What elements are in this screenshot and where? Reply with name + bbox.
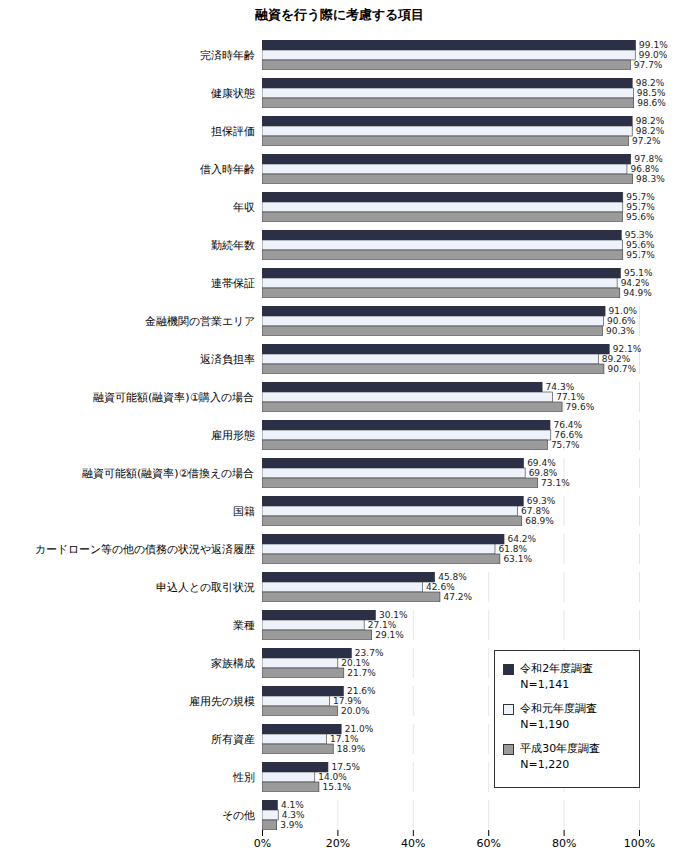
svg-text:95.6%: 95.6% xyxy=(626,212,655,222)
svg-text:4.3%: 4.3% xyxy=(282,810,305,820)
svg-text:73.1%: 73.1% xyxy=(541,478,570,488)
svg-text:20.1%: 20.1% xyxy=(341,658,370,668)
svg-text:91.0%: 91.0% xyxy=(609,306,638,316)
svg-text:申込人との取引状況: 申込人との取引状況 xyxy=(156,581,255,594)
svg-text:20.0%: 20.0% xyxy=(341,706,370,716)
svg-text:23.7%: 23.7% xyxy=(355,648,384,658)
svg-text:68.9%: 68.9% xyxy=(525,516,554,526)
svg-text:92.1%: 92.1% xyxy=(613,344,642,354)
svg-text:98.2%: 98.2% xyxy=(636,126,665,136)
svg-text:100%: 100% xyxy=(624,837,655,850)
svg-text:17.5%: 17.5% xyxy=(331,762,360,772)
svg-text:95.6%: 95.6% xyxy=(626,240,655,250)
svg-text:79.6%: 79.6% xyxy=(566,402,595,412)
svg-text:67.8%: 67.8% xyxy=(521,506,550,516)
svg-text:業種: 業種 xyxy=(233,619,255,632)
svg-text:17.1%: 17.1% xyxy=(330,734,359,744)
svg-text:カードローン等の他の債務の状況や返済履歴: カードローン等の他の債務の状況や返済履歴 xyxy=(35,543,255,556)
svg-text:47.2%: 47.2% xyxy=(443,592,472,602)
svg-text:0%: 0% xyxy=(254,837,271,850)
svg-text:連帯保証: 連帯保証 xyxy=(211,277,255,290)
svg-text:95.7%: 95.7% xyxy=(626,192,655,202)
svg-text:性別: 性別 xyxy=(232,771,255,784)
svg-text:98.3%: 98.3% xyxy=(636,174,665,184)
svg-text:99.1%: 99.1% xyxy=(639,40,668,50)
svg-text:76.6%: 76.6% xyxy=(554,430,583,440)
svg-text:21.7%: 21.7% xyxy=(347,668,376,678)
svg-text:95.7%: 95.7% xyxy=(626,250,655,260)
svg-text:95.3%: 95.3% xyxy=(625,230,654,240)
svg-text:97.2%: 97.2% xyxy=(632,136,661,146)
svg-text:90.7%: 90.7% xyxy=(607,364,636,374)
svg-text:99.0%: 99.0% xyxy=(639,50,668,60)
svg-text:年収: 年収 xyxy=(233,201,255,214)
svg-text:97.7%: 97.7% xyxy=(634,60,663,70)
svg-text:健康状態: 健康状態 xyxy=(211,87,255,100)
svg-text:14.0%: 14.0% xyxy=(318,772,347,782)
svg-text:95.1%: 95.1% xyxy=(624,268,653,278)
svg-text:融資可能額(融資率)②借換えの場合: 融資可能額(融資率)②借換えの場合 xyxy=(82,467,254,480)
svg-text:その他: その他 xyxy=(222,809,255,822)
svg-text:借入時年齢: 借入時年齢 xyxy=(200,163,255,176)
svg-text:98.2%: 98.2% xyxy=(636,78,665,88)
svg-text:77.1%: 77.1% xyxy=(556,392,585,402)
svg-text:90.6%: 90.6% xyxy=(607,316,636,326)
svg-text:所有資産: 所有資産 xyxy=(211,733,255,746)
svg-text:98.5%: 98.5% xyxy=(637,88,666,98)
svg-text:20%: 20% xyxy=(326,837,350,850)
svg-text:96.8%: 96.8% xyxy=(630,164,659,174)
html-text:平成30年度調査 N=1,220: 平成30年度調査 N=1,220 xyxy=(520,742,601,771)
svg-text:80%: 80% xyxy=(552,837,576,850)
svg-text:15.1%: 15.1% xyxy=(322,782,351,792)
svg-text:3.9%: 3.9% xyxy=(280,820,303,830)
svg-text:27.1%: 27.1% xyxy=(368,620,397,630)
svg-text:63.1%: 63.1% xyxy=(503,554,532,564)
svg-text:94.2%: 94.2% xyxy=(621,278,650,288)
html-text:令和2年度調査 N=1,141: 令和2年度調査 N=1,141 xyxy=(520,662,594,691)
svg-text:64.2%: 64.2% xyxy=(508,534,537,544)
svg-text:95.7%: 95.7% xyxy=(626,202,655,212)
svg-text:18.9%: 18.9% xyxy=(337,744,366,754)
svg-text:家族構成: 家族構成 xyxy=(211,657,255,670)
svg-text:45.8%: 45.8% xyxy=(438,572,467,582)
svg-text:69.3%: 69.3% xyxy=(527,496,556,506)
svg-text:89.2%: 89.2% xyxy=(602,354,631,364)
svg-text:74.3%: 74.3% xyxy=(546,382,575,392)
svg-text:金融機関の営業エリア: 金融機関の営業エリア xyxy=(145,315,255,328)
svg-text:21.0%: 21.0% xyxy=(345,724,374,734)
svg-text:75.7%: 75.7% xyxy=(551,440,580,450)
html-text:令和元年度調査 N=1,190: 令和元年度調査 N=1,190 xyxy=(520,702,598,731)
svg-text:94.9%: 94.9% xyxy=(623,288,652,298)
svg-text:17.9%: 17.9% xyxy=(333,696,362,706)
svg-text:30.1%: 30.1% xyxy=(379,610,408,620)
svg-text:21.6%: 21.6% xyxy=(347,686,376,696)
svg-text:返済負担率: 返済負担率 xyxy=(200,353,255,366)
svg-text:国籍: 国籍 xyxy=(233,505,255,518)
svg-text:97.8%: 97.8% xyxy=(634,154,663,164)
svg-text:勤続年数: 勤続年数 xyxy=(211,239,255,252)
svg-text:76.4%: 76.4% xyxy=(554,420,583,430)
svg-text:29.1%: 29.1% xyxy=(375,630,404,640)
html-text:融資を行う際に考慮する項目: 融資を行う際に考慮する項目 xyxy=(255,7,424,22)
svg-text:61.8%: 61.8% xyxy=(498,544,527,554)
svg-text:69.4%: 69.4% xyxy=(527,458,556,468)
svg-text:90.3%: 90.3% xyxy=(606,326,635,336)
svg-text:42.6%: 42.6% xyxy=(426,582,455,592)
svg-text:98.6%: 98.6% xyxy=(637,98,666,108)
svg-text:担保評価: 担保評価 xyxy=(211,125,255,138)
svg-text:98.2%: 98.2% xyxy=(636,116,665,126)
svg-text:完済時年齢: 完済時年齢 xyxy=(200,49,255,62)
svg-text:雇用形態: 雇用形態 xyxy=(211,429,255,442)
svg-text:60%: 60% xyxy=(476,837,500,850)
svg-text:融資可能額(融資率)①購入の場合: 融資可能額(融資率)①購入の場合 xyxy=(93,391,254,404)
svg-text:雇用先の規模: 雇用先の規模 xyxy=(189,695,255,708)
svg-text:69.8%: 69.8% xyxy=(529,468,558,478)
svg-text:40%: 40% xyxy=(401,837,425,850)
svg-text:4.1%: 4.1% xyxy=(281,800,304,810)
